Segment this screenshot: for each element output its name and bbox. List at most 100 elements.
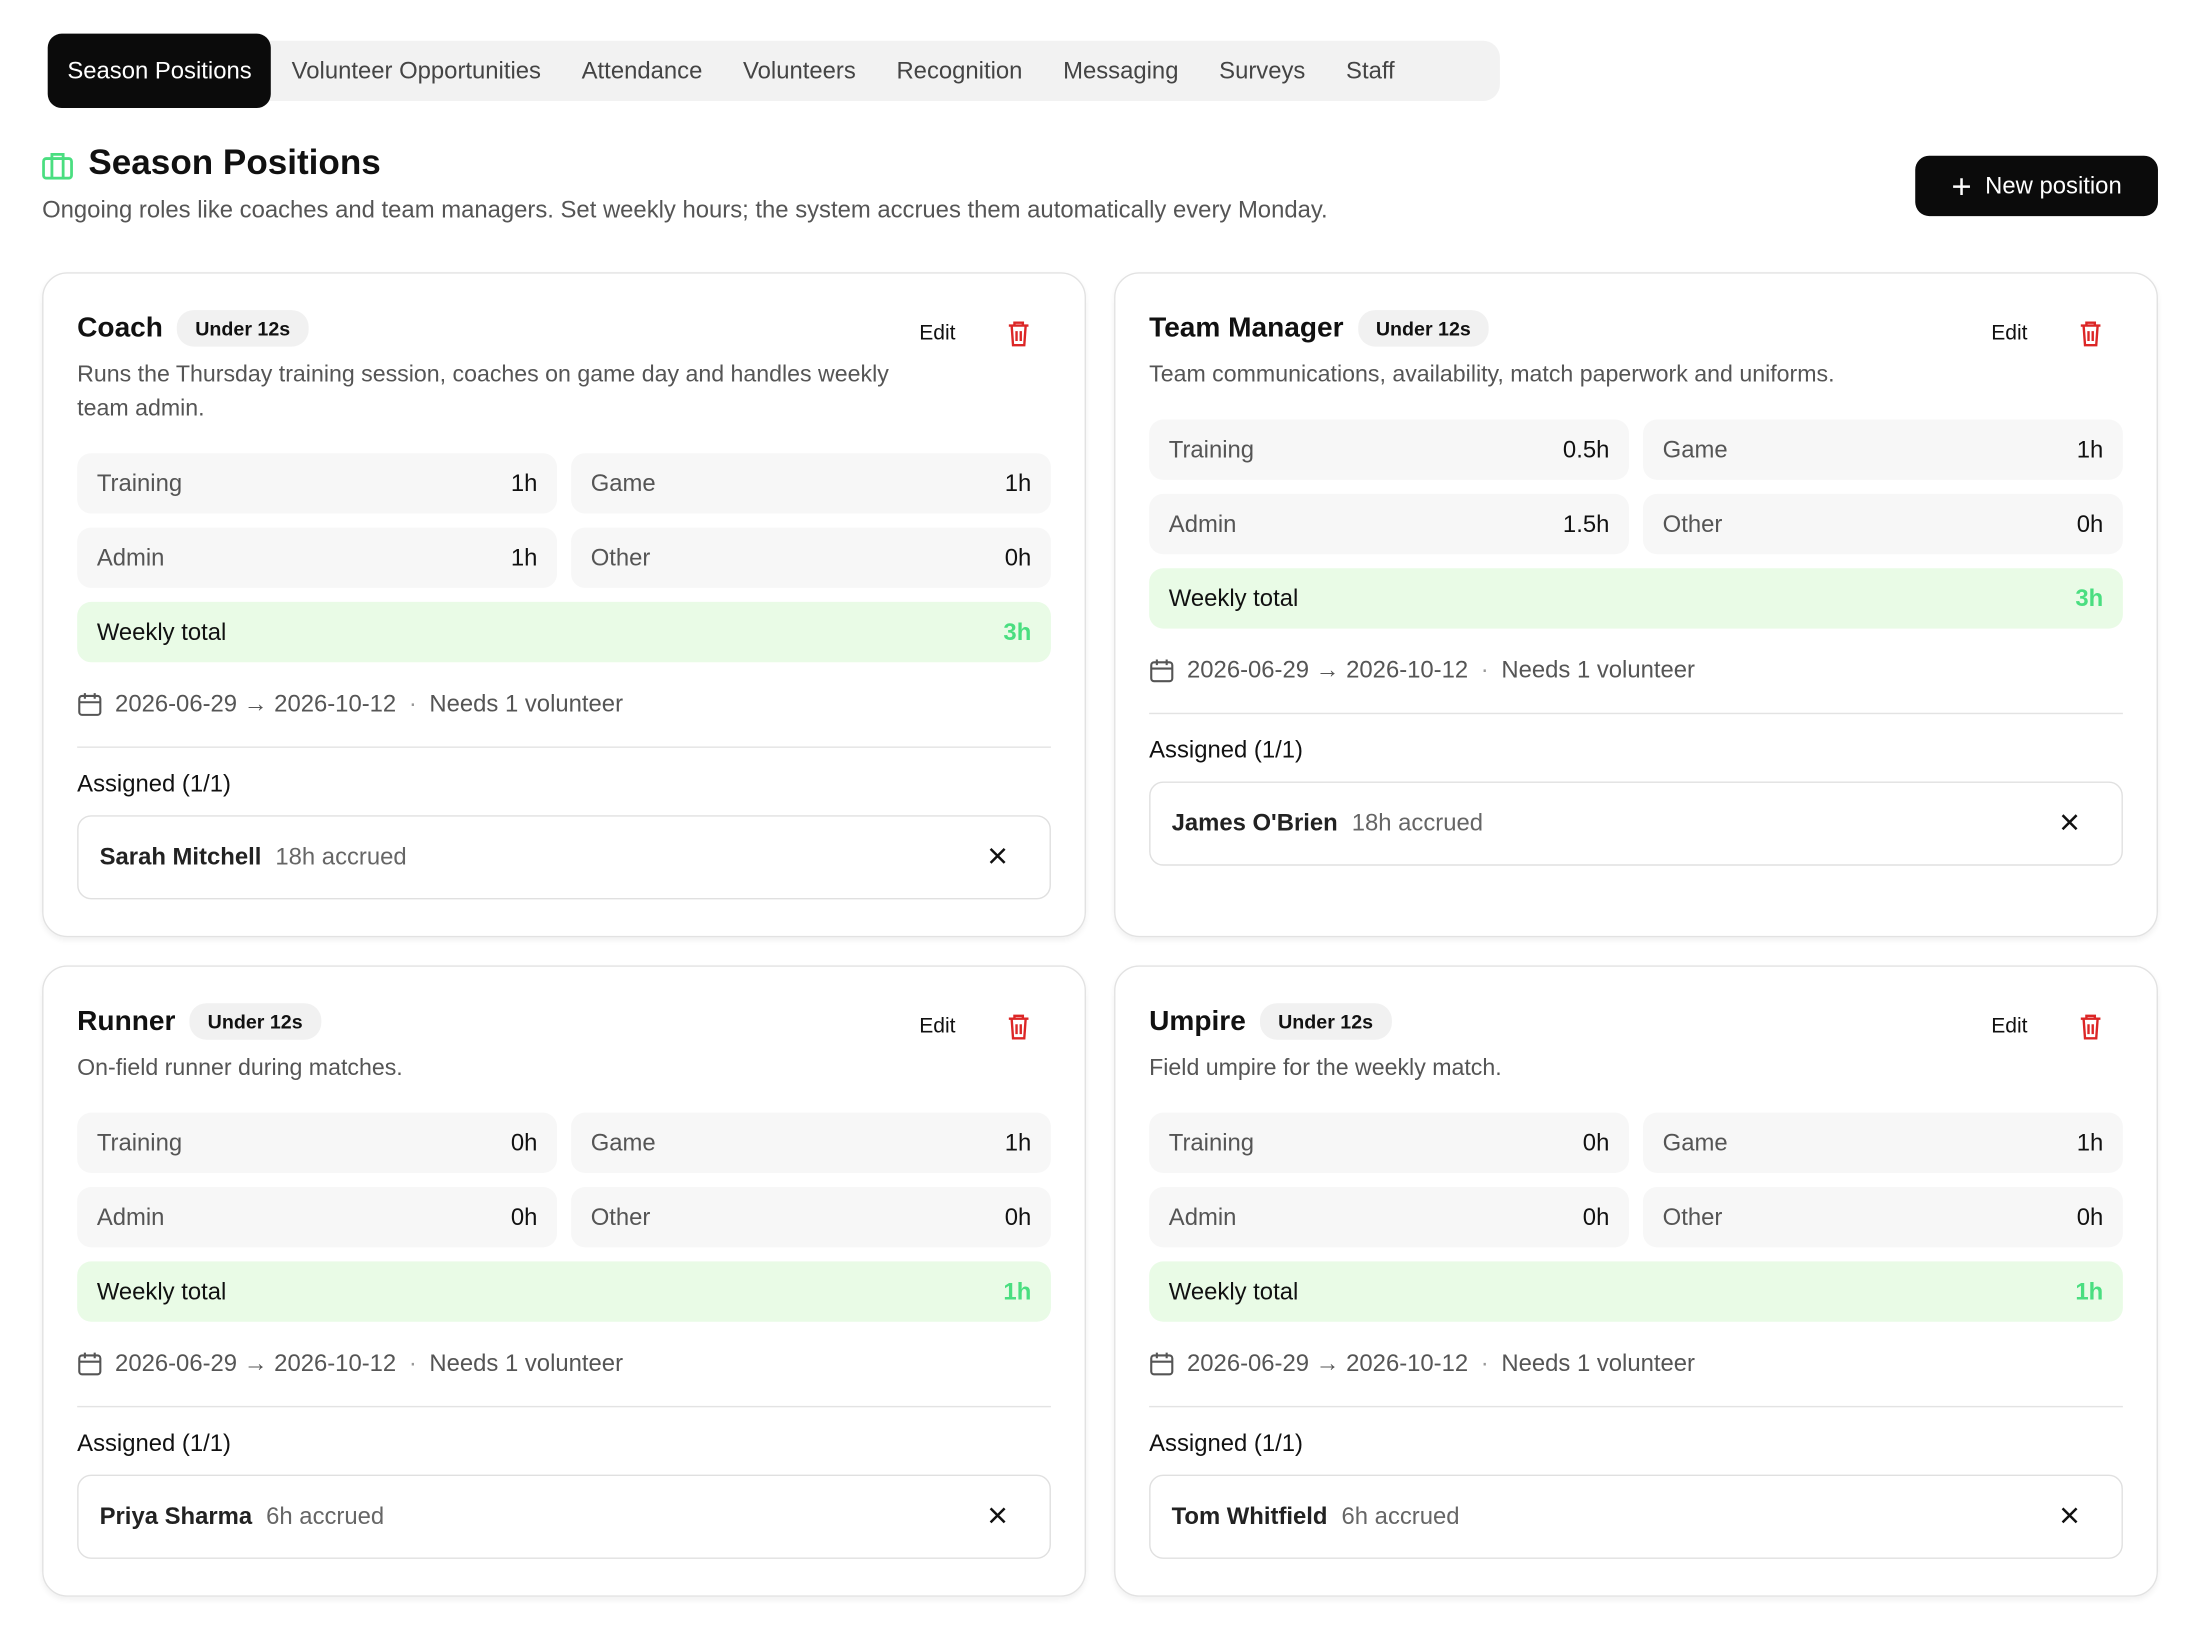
hours-value: 0h xyxy=(510,1203,538,1230)
card-header: Runner Under 12s xyxy=(77,1003,1051,1040)
hours-value: 0h xyxy=(1004,543,1032,571)
position-card: Team Manager Under 12s Edit Team communicat… xyxy=(1114,272,2158,938)
hours-value: 1h xyxy=(1004,1128,1032,1156)
tab[interactable]: Staff xyxy=(1346,57,1395,85)
hours-cell: Training 0h xyxy=(1149,1112,1629,1173)
volunteers-needed: Needs 1 volunteer xyxy=(429,690,624,717)
assigned-label: Assigned (1/1) xyxy=(77,1429,231,1457)
hours-value: 0h xyxy=(510,1128,538,1156)
delete-button[interactable] xyxy=(1006,320,1031,348)
weekly-total: Weekly total 3h xyxy=(77,601,1051,663)
hours-value: 1h xyxy=(510,543,538,571)
hours-label: Game xyxy=(590,1128,656,1156)
remove-button[interactable] xyxy=(2060,1506,2080,1526)
card-header: Team Manager Under 12s xyxy=(1149,310,2123,347)
page-description: Ongoing roles like coaches and team mana… xyxy=(42,196,1328,224)
tab[interactable]: Season Positions xyxy=(47,33,272,109)
card-header: Umpire Under 12s xyxy=(1149,1003,2123,1040)
delete-button[interactable] xyxy=(2078,1013,2103,1041)
hours-cell: Training 0.5h xyxy=(1149,419,1629,480)
hours-label: Other xyxy=(1662,510,1723,537)
hours-label: Admin xyxy=(96,543,165,571)
volunteers-needed: Needs 1 volunteer xyxy=(429,1349,624,1377)
volunteers-needed: Needs 1 volunteer xyxy=(1501,656,1695,684)
card-title: Coach xyxy=(77,312,163,344)
position-card: Coach Under 12s Edit Runs the Thursday trai… xyxy=(42,272,1086,938)
edit-button[interactable]: Edit xyxy=(919,1014,956,1039)
new-position-button[interactable]: New position xyxy=(1915,155,2158,217)
hours-label: Other xyxy=(590,1203,651,1230)
date-range: 2026-06-29 → 2026-10-12 xyxy=(1187,656,1469,684)
tab[interactable]: Surveys xyxy=(1219,57,1306,85)
assignee-name: Sarah Mitchell xyxy=(99,843,262,870)
hours-value: 0.5h xyxy=(1562,435,1610,463)
hours-value: 0h xyxy=(2076,1203,2104,1230)
tab[interactable]: Volunteers xyxy=(743,57,856,85)
position-card: Umpire Under 12s Edit Field umpire for the … xyxy=(1114,965,2158,1597)
delete-button[interactable] xyxy=(1006,1013,1031,1041)
edit-button[interactable]: Edit xyxy=(1991,321,2028,346)
hours-cell: Other 0h xyxy=(1643,493,2123,555)
hours-label: Other xyxy=(590,543,651,571)
calendar-icon xyxy=(78,693,102,716)
date-row: 2026-06-29 → 2026-10-12 · Needs 1 voluntee… xyxy=(1149,657,2123,715)
hours-grid: Training 0.5h Game 1h Admin 1.5h Other 0h xyxy=(1149,419,2123,555)
hours-cell: Game 1h xyxy=(1643,1112,2123,1173)
hours-value: 1h xyxy=(510,469,538,496)
date-range: 2026-06-29 → 2026-10-12 xyxy=(1187,1349,1469,1377)
date-row: 2026-06-29 → 2026-10-12 · Needs 1 voluntee… xyxy=(1149,1350,2123,1408)
total-label: Weekly total xyxy=(1168,584,1299,612)
hours-label: Other xyxy=(1662,1203,1723,1230)
remove-button[interactable] xyxy=(988,1506,1008,1526)
tab[interactable]: Attendance xyxy=(581,57,703,85)
total-value: 1h xyxy=(2075,1277,2104,1305)
card-header: Coach Under 12s xyxy=(77,310,1051,347)
date-row: 2026-06-29 → 2026-10-12 · Needs 1 voluntee… xyxy=(77,690,1051,748)
plus-icon xyxy=(1952,177,1970,195)
hours-value: 0h xyxy=(1582,1203,1610,1230)
hours-cell: Game 1h xyxy=(571,453,1051,514)
calendar-icon xyxy=(78,1352,102,1376)
hours-value: 1.5h xyxy=(1562,510,1610,537)
page-title: Season Positions xyxy=(88,143,381,183)
hours-cell: Admin 0h xyxy=(77,1187,558,1248)
hours-grid: Training 1h Game 1h Admin 1h Other 0h xyxy=(77,453,1051,588)
calendar-icon xyxy=(1150,659,1174,683)
hours-label: Training xyxy=(96,469,183,496)
hours-value: 1h xyxy=(2076,1128,2104,1156)
assignee-row: Tom Whitfield 6h accrued xyxy=(1149,1474,2123,1559)
hours-cell: Admin 1h xyxy=(77,527,558,588)
card-description: Team communications, availability, match… xyxy=(1149,361,1835,388)
assignee-row: Sarah Mitchell 18h accrued xyxy=(77,815,1051,900)
hours-value: 0h xyxy=(1004,1203,1032,1230)
hours-grid: Training 0h Game 1h Admin 0h Other 0h xyxy=(77,1112,1051,1248)
hours-cell: Game 1h xyxy=(571,1112,1051,1173)
button-label: New position xyxy=(1985,171,2122,199)
hours-value: 0h xyxy=(2076,510,2104,537)
edit-button[interactable]: Edit xyxy=(1991,1014,2028,1039)
tab-bar: Season Positions Volunteer Opportunities A… xyxy=(47,33,1500,109)
hours-label: Admin xyxy=(1168,510,1237,537)
hours-label: Admin xyxy=(96,1203,165,1230)
hours-cell: Training 0h xyxy=(77,1112,558,1173)
hours-value: 0h xyxy=(1582,1128,1610,1156)
edit-button[interactable]: Edit xyxy=(919,321,956,346)
remove-button[interactable] xyxy=(2060,812,2080,832)
separator: · xyxy=(1480,656,1489,684)
total-value: 3h xyxy=(2075,584,2104,612)
total-value: 1h xyxy=(1003,1277,1032,1305)
total-label: Weekly total xyxy=(96,618,227,645)
hours-cell: Other 0h xyxy=(1643,1187,2123,1248)
team-badge: Under 12s xyxy=(1259,1003,1392,1040)
separator: · xyxy=(408,1349,417,1377)
tab[interactable]: Messaging xyxy=(1063,57,1179,85)
tab[interactable]: Volunteer Opportunities xyxy=(291,57,541,85)
hours-label: Training xyxy=(1168,1128,1255,1156)
accrued-hours: 18h accrued xyxy=(275,843,407,870)
delete-button[interactable] xyxy=(2078,320,2103,348)
tab[interactable]: Recognition xyxy=(896,57,1023,85)
remove-button[interactable] xyxy=(988,846,1008,866)
team-badge: Under 12s xyxy=(1357,310,1490,347)
hours-label: Training xyxy=(96,1128,183,1156)
